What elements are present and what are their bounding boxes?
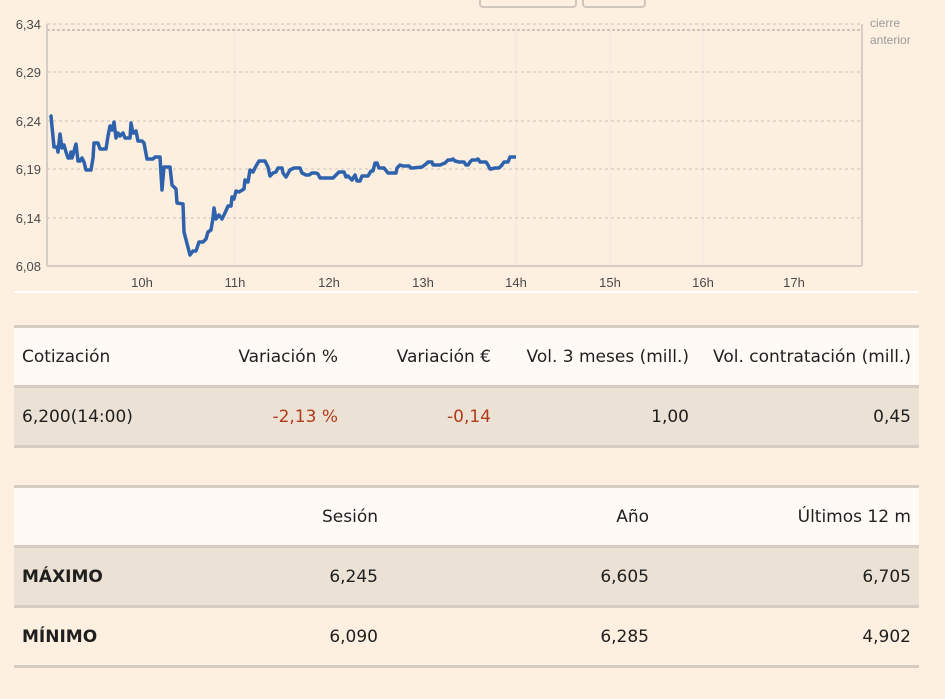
quote-table: Cotización Variación % Variación € Vol. … [14, 325, 919, 448]
minimo-sesion: 6,090 [180, 605, 386, 668]
vol-3-meses-value: 1,00 [499, 385, 697, 448]
row-label-maximo: MÁXIMO [14, 545, 180, 607]
quote-table-header: Cotización Variación % Variación € Vol. … [14, 325, 919, 387]
minimo-ultimos: 4,902 [657, 605, 919, 668]
y-tick: 6,24 [16, 114, 41, 129]
table-row: MÍNIMO 6,090 6,285 4,902 [14, 605, 919, 668]
x-tick: 13h [412, 275, 434, 290]
maximo-ultimos: 6,705 [657, 545, 919, 607]
section-divider [14, 291, 918, 293]
y-tick: 6,34 [16, 17, 41, 32]
y-tick: 6,14 [16, 211, 41, 226]
table-row: 6,200(14:00) -2,13 % -0,14 1,00 0,45 [14, 385, 919, 448]
x-tick: 11h [225, 275, 246, 290]
horizontal-gridlines [47, 23, 862, 219]
header-empty [14, 485, 180, 547]
header-variacion-eur: Variación € [346, 325, 499, 387]
x-tick: 12h [318, 275, 340, 290]
x-tick: 17h [783, 275, 805, 290]
minimo-ano: 6,285 [386, 605, 657, 668]
range-table: Sesión Año Últimos 12 m MÁXIMO 6,245 6,6… [14, 485, 919, 668]
previous-close-label: cierre [870, 16, 900, 30]
variacion-eur-value: -0,14 [346, 385, 499, 448]
header-ultimos-12m: Últimos 12 m [657, 485, 919, 547]
maximo-sesion: 6,245 [180, 545, 386, 607]
x-tick: 15h [599, 275, 621, 290]
header-vol-3-meses: Vol. 3 meses (mill.) [499, 325, 697, 387]
intraday-price-chart: 6,34 6,29 6,24 6,19 6,14 6,08 10h 11h 12… [16, 16, 911, 290]
vertical-gridlines [234, 24, 704, 266]
x-tick: 10h [131, 275, 153, 290]
header-vol-contratacion: Vol. contratación (mill.) [697, 325, 919, 387]
header-sesion: Sesión [180, 485, 386, 547]
header-ano: Año [386, 485, 657, 547]
row-label-minimo: MÍNIMO [14, 605, 180, 668]
range-table-header: Sesión Año Últimos 12 m [14, 485, 919, 547]
previous-close-label: anterior [870, 33, 911, 47]
range-button-2[interactable] [582, 0, 646, 8]
range-button-1[interactable] [479, 0, 577, 8]
table-row: MÁXIMO 6,245 6,605 6,705 [14, 545, 919, 607]
header-cotizacion: Cotización [14, 325, 180, 387]
y-tick: 6,19 [16, 162, 41, 177]
maximo-ano: 6,605 [386, 545, 657, 607]
plot-area [47, 24, 862, 266]
vol-contratacion-value: 0,45 [697, 385, 919, 448]
y-tick: 6,29 [16, 65, 41, 80]
variacion-pct-value: -2,13 % [180, 385, 346, 448]
header-variacion-pct: Variación % [180, 325, 346, 387]
cotizacion-value: 6,200(14:00) [14, 385, 180, 448]
x-tick: 14h [505, 275, 527, 290]
price-line [48, 113, 516, 257]
y-tick: 6,08 [16, 259, 41, 274]
x-tick: 16h [692, 275, 714, 290]
